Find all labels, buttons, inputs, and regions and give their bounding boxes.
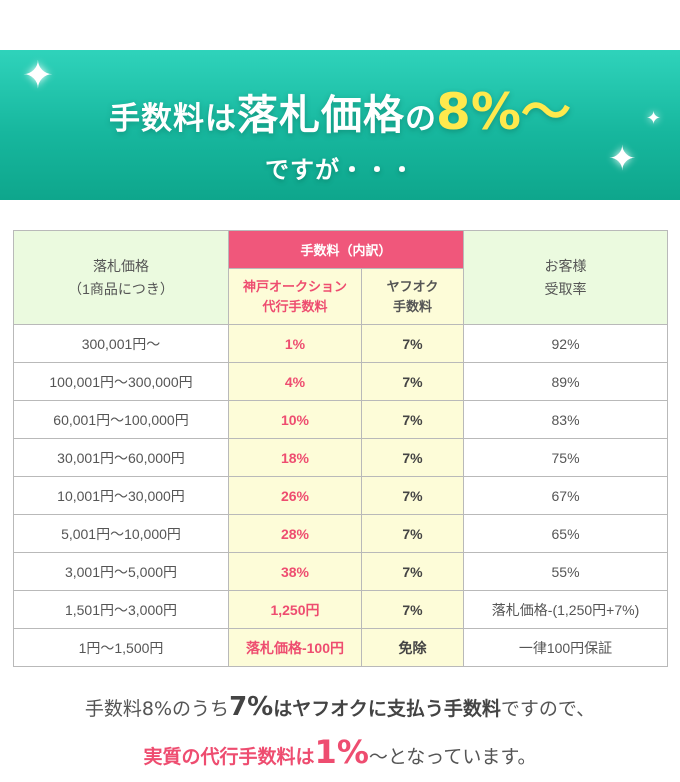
table-row: 10,001円〜30,000円 26% 7% 67% bbox=[13, 476, 669, 515]
headline-banner: ✦ ✦ ✦ 手数料は落札価格の8%〜 ですが・・・ bbox=[0, 50, 680, 200]
table-row: 5,001円〜10,000円 28% 7% 65% bbox=[13, 514, 669, 553]
header-customer-line2: 受取率 bbox=[544, 280, 587, 297]
header-price: 落札価格 （1商品につき） bbox=[13, 230, 229, 325]
note-line2-rate: 1% bbox=[314, 733, 369, 771]
note-line2-c: 〜となっています。 bbox=[368, 746, 537, 768]
fee-table: 落札価格 （1商品につき） 手数料（内訳） お客様 受取率 神戸オークション 代… bbox=[13, 230, 669, 667]
cell-agency-fee: 10% bbox=[228, 400, 362, 439]
cell-customer-rate: 一律100円保証 bbox=[463, 628, 669, 667]
cell-customer-rate: 92% bbox=[463, 324, 669, 363]
note-line2-a: 実質の代行手数料は bbox=[143, 746, 315, 768]
cell-price: 300,001円〜 bbox=[13, 324, 229, 363]
note-line1-a: 手数料8%のうち bbox=[84, 698, 230, 720]
cell-yafuoku-fee: 7% bbox=[360, 400, 465, 439]
cell-customer-rate: 65% bbox=[463, 514, 669, 553]
note-line-2: 実質の代行手数料は1%〜となっています。 bbox=[0, 733, 680, 771]
cell-yafuoku-fee: 7% bbox=[360, 514, 465, 553]
table-row: 3,001円〜5,000円 38% 7% 55% bbox=[13, 552, 669, 591]
cell-customer-rate: 75% bbox=[463, 438, 669, 477]
header-fee-group: 手数料（内訳） bbox=[227, 230, 465, 269]
table-row: 30,001円〜60,000円 18% 7% 75% bbox=[13, 438, 669, 477]
table-row: 1円〜1,500円 落札価格-100円 免除 一律100円保証 bbox=[13, 628, 669, 667]
cell-price: 1円〜1,500円 bbox=[13, 628, 229, 667]
header-price-line1: 落札価格 bbox=[93, 258, 149, 275]
note-line1-d: ですので、 bbox=[500, 698, 596, 720]
cell-agency-fee: 4% bbox=[228, 362, 362, 401]
cell-price: 30,001円〜60,000円 bbox=[13, 438, 229, 477]
cell-agency-fee: 落札価格-100円 bbox=[228, 628, 362, 667]
banner-title-part2: 落札価格 bbox=[237, 91, 406, 139]
cell-price: 100,001円〜300,000円 bbox=[13, 362, 229, 401]
cell-yafuoku-fee: 7% bbox=[360, 590, 465, 629]
header-customer: お客様 受取率 bbox=[463, 230, 669, 325]
cell-agency-fee: 1% bbox=[228, 324, 362, 363]
header-yafuoku-line2: 手数料 bbox=[393, 298, 433, 314]
cell-yafuoku-fee: 7% bbox=[360, 324, 465, 363]
cell-agency-fee: 1,250円 bbox=[228, 590, 362, 629]
banner-subtitle: ですが・・・ bbox=[265, 156, 415, 184]
sparkle-icon: ✦ bbox=[646, 108, 662, 129]
header-agency-line1: 神戸オークション bbox=[242, 279, 347, 294]
cell-customer-rate: 89% bbox=[463, 362, 669, 401]
note-line1-rate: 7% bbox=[229, 692, 274, 722]
sparkle-icon: ✦ bbox=[608, 139, 637, 179]
cell-customer-rate: 83% bbox=[463, 400, 669, 439]
banner-title: 手数料は落札価格の8%〜 bbox=[0, 72, 680, 144]
cell-customer-rate: 55% bbox=[463, 552, 669, 591]
cell-yafuoku-fee: 7% bbox=[360, 438, 465, 477]
cell-price: 10,001円〜30,000円 bbox=[13, 476, 229, 515]
header-customer-line1: お客様 bbox=[544, 258, 587, 275]
table-row: 300,001円〜 1% 7% 92% bbox=[13, 324, 669, 363]
cell-agency-fee: 38% bbox=[228, 552, 362, 591]
cell-price: 5,001円〜10,000円 bbox=[13, 514, 229, 553]
cell-customer-rate: 67% bbox=[463, 476, 669, 515]
header-agency-fee: 神戸オークション 代行手数料 bbox=[228, 268, 362, 325]
cell-yafuoku-fee: 7% bbox=[360, 552, 465, 591]
cell-price: 3,001円〜5,000円 bbox=[13, 552, 229, 591]
banner-title-rate: 8%〜 bbox=[436, 83, 571, 141]
note-line-1: 手数料8%のうち7%はヤフオクに支払う手数料ですので、 bbox=[0, 692, 680, 722]
cell-price: 1,501円〜3,000円 bbox=[13, 590, 229, 629]
cell-yafuoku-fee: 7% bbox=[360, 362, 465, 401]
cell-yafuoku-fee: 7% bbox=[360, 476, 465, 515]
cell-yafuoku-fee: 免除 bbox=[360, 628, 465, 667]
table-row: 1,501円〜3,000円 1,250円 7% 落札価格-(1,250円+7%) bbox=[13, 590, 669, 629]
sparkle-icon: ✦ bbox=[22, 53, 54, 97]
cell-agency-fee: 26% bbox=[228, 476, 362, 515]
header-price-line2: （1商品につき） bbox=[68, 280, 174, 297]
cell-price: 60,001円〜100,000円 bbox=[13, 400, 229, 439]
banner-title-part3: の bbox=[405, 101, 437, 137]
cell-agency-fee: 18% bbox=[228, 438, 362, 477]
header-yafuoku-line1: ヤフオク bbox=[386, 279, 439, 294]
cell-agency-fee: 28% bbox=[228, 514, 362, 553]
table-row: 100,001円〜300,000円 4% 7% 89% bbox=[13, 362, 669, 401]
header-yafuoku-fee: ヤフオク 手数料 bbox=[360, 268, 465, 325]
banner-title-part1: 手数料は bbox=[109, 101, 238, 137]
cell-customer-rate: 落札価格-(1,250円+7%) bbox=[463, 590, 669, 629]
note-line1-c: はヤフオクに支払う手数料 bbox=[273, 698, 501, 720]
table-row: 60,001円〜100,000円 10% 7% 83% bbox=[13, 400, 669, 439]
header-agency-line2: 代行手数料 bbox=[262, 298, 328, 314]
